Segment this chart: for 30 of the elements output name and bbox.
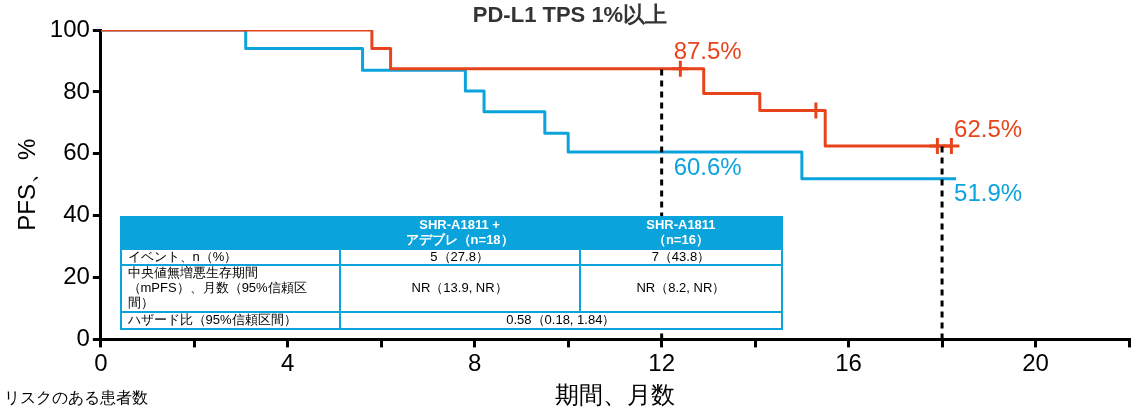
annotation: 0.58（0.18, 1.84） xyxy=(339,312,783,330)
annotation: SHR-A1811 （n=16） xyxy=(579,216,783,249)
x-tick-label: 12 xyxy=(648,349,676,377)
data-label: 51.9% xyxy=(954,179,1023,207)
annotation: 中央値無増悪生存期間（mPFS）、月数（95%信頼区間） xyxy=(120,265,340,313)
annotation: NR（8.2, NR） xyxy=(579,265,783,313)
y-tick-label: 100 xyxy=(49,14,90,42)
y-tick-label: 20 xyxy=(63,262,90,290)
text: リスクのある患者数 xyxy=(4,388,148,408)
annotation: NR（13.9, NR） xyxy=(339,265,580,313)
x-tick-label: 4 xyxy=(281,349,295,377)
annotation: ハザード比（95%信頼区間） xyxy=(120,312,340,330)
annotation: イベント、n（%） xyxy=(120,248,340,266)
annotation: 5（27.8） xyxy=(339,248,580,266)
y-tick-label: 40 xyxy=(63,200,90,228)
y-axis-title: PFS、% xyxy=(13,138,41,231)
y-tick-label: 0 xyxy=(76,324,90,352)
data-label: 87.5% xyxy=(673,37,742,65)
data-label: 62.5% xyxy=(954,114,1023,142)
x-tick-label: 20 xyxy=(1022,349,1049,377)
annotation: 7（43.8） xyxy=(579,248,783,266)
annotation: SHR-A1811 + アデブレ（n=18） xyxy=(339,216,580,249)
x-tick-label: 8 xyxy=(468,349,482,377)
y-tick-label: 80 xyxy=(63,76,90,104)
chart-title: PD-L1 TPS 1%以上 xyxy=(472,2,668,27)
data-label: 60.6% xyxy=(673,152,742,180)
x-tick-label: 16 xyxy=(835,349,862,377)
x-axis-title: 期間、月数 xyxy=(554,381,675,409)
y-tick-label: 60 xyxy=(63,138,90,166)
x-tick-label: 0 xyxy=(94,349,108,377)
